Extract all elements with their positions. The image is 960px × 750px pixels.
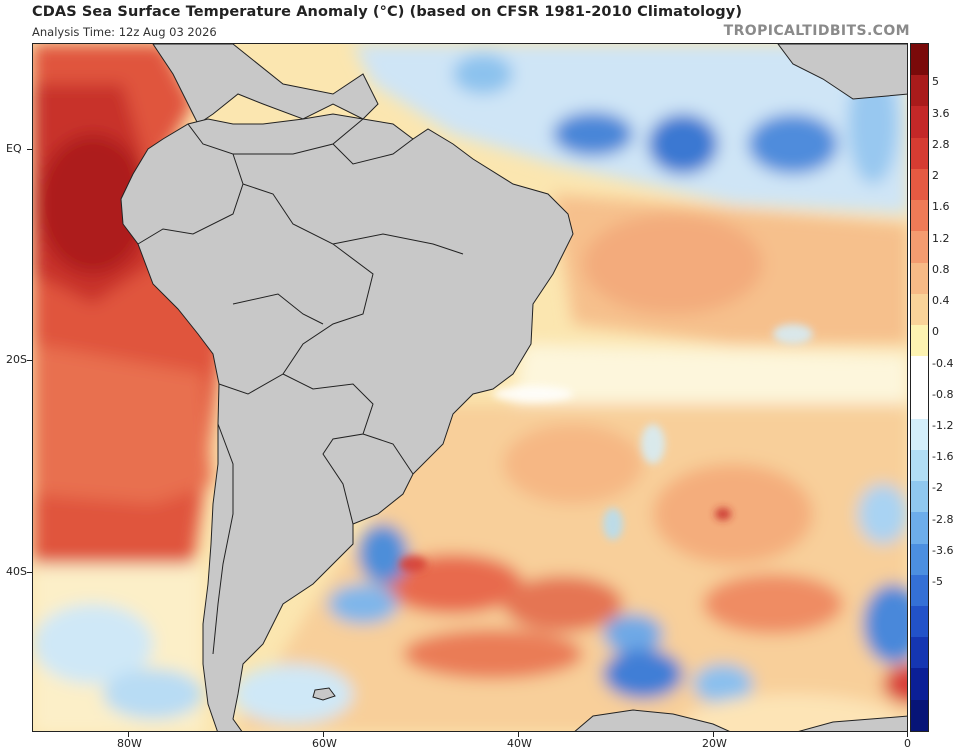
map-title: CDAS Sea Surface Temperature Anomaly (°C…	[32, 4, 743, 20]
colorbar-segment	[911, 481, 928, 513]
colorbar-label: 3.6	[932, 106, 950, 120]
colorbar-label: -1.6	[932, 450, 954, 464]
colorbar-segment	[911, 574, 928, 606]
lon-label-40w: 40W	[507, 737, 532, 750]
lon-tick	[907, 732, 908, 737]
colorbar-label: -3.6	[932, 543, 954, 557]
watermark: TROPICALTIDBITS.COM	[723, 23, 910, 39]
lat-label-eq: EQ	[6, 142, 22, 155]
africa-coast	[777, 44, 907, 100]
colorbar-label: -0.4	[932, 356, 954, 370]
colorbar-segment	[911, 668, 928, 700]
colorbar-label: -5	[932, 575, 943, 589]
colorbar-segment	[911, 418, 928, 450]
colorbar-segment	[911, 637, 928, 669]
colorbar-segment	[911, 200, 928, 232]
colorbar-label: 0.4	[932, 294, 950, 308]
colorbar-segment	[911, 543, 928, 575]
colorbar-label: -0.8	[932, 387, 954, 401]
lat-label-40s: 40S	[6, 565, 27, 578]
lon-tick	[713, 732, 714, 737]
analysis-time: Analysis Time: 12z Aug 03 2026	[32, 25, 217, 39]
colorbar-segment	[911, 106, 928, 138]
south-georgia-region	[574, 709, 730, 731]
colorbar-segment	[911, 168, 928, 201]
map-canvas	[33, 44, 907, 731]
colorbar-segment	[911, 137, 928, 169]
land	[120, 44, 907, 731]
lat-tick	[27, 149, 32, 150]
sst-anomaly-map	[32, 43, 908, 732]
colorbar-label: 1.2	[932, 231, 950, 245]
lon-label-60w: 60W	[312, 737, 337, 750]
lat-tick	[27, 360, 32, 361]
falkland-islands	[312, 687, 336, 701]
colorbar-label: 5	[932, 75, 939, 89]
central-america	[152, 44, 379, 125]
south-america	[120, 113, 574, 731]
colorbar-label: -2.8	[932, 512, 954, 526]
lon-label-20w: 20W	[702, 737, 727, 750]
colorbar-label: 2.8	[932, 137, 950, 151]
colorbar-segment	[911, 356, 928, 388]
colorbar-segment	[911, 231, 928, 263]
colorbar-segment	[911, 75, 928, 107]
colorbar-label: 0.8	[932, 262, 950, 276]
colorbar-segment	[911, 262, 928, 294]
colorbar-segment	[911, 699, 928, 731]
colorbar-segment	[911, 449, 928, 482]
colorbar	[910, 43, 929, 732]
lon-label-0: 0	[904, 737, 911, 750]
lon-tick	[518, 732, 519, 737]
colorbar-segment	[911, 324, 928, 357]
colorbar-segment	[911, 387, 928, 419]
colorbar-label: 1.6	[932, 200, 950, 214]
colorbar-segment	[911, 605, 928, 638]
lat-tick	[27, 572, 32, 573]
lon-label-80w: 80W	[117, 737, 142, 750]
colorbar-label: -1.2	[932, 418, 954, 432]
country-borders	[137, 118, 464, 655]
lon-tick	[323, 732, 324, 737]
colorbar-label: -2	[932, 481, 943, 495]
colorbar-segment	[911, 293, 928, 325]
colorbar-segment	[911, 512, 928, 544]
lat-label-20s: 20S	[6, 353, 27, 366]
colorbar-label: 2	[932, 169, 939, 183]
lon-tick	[128, 732, 129, 737]
colorbar-segment	[911, 44, 928, 76]
antarctic-edge	[798, 715, 907, 731]
colorbar-label: 0	[932, 325, 939, 339]
